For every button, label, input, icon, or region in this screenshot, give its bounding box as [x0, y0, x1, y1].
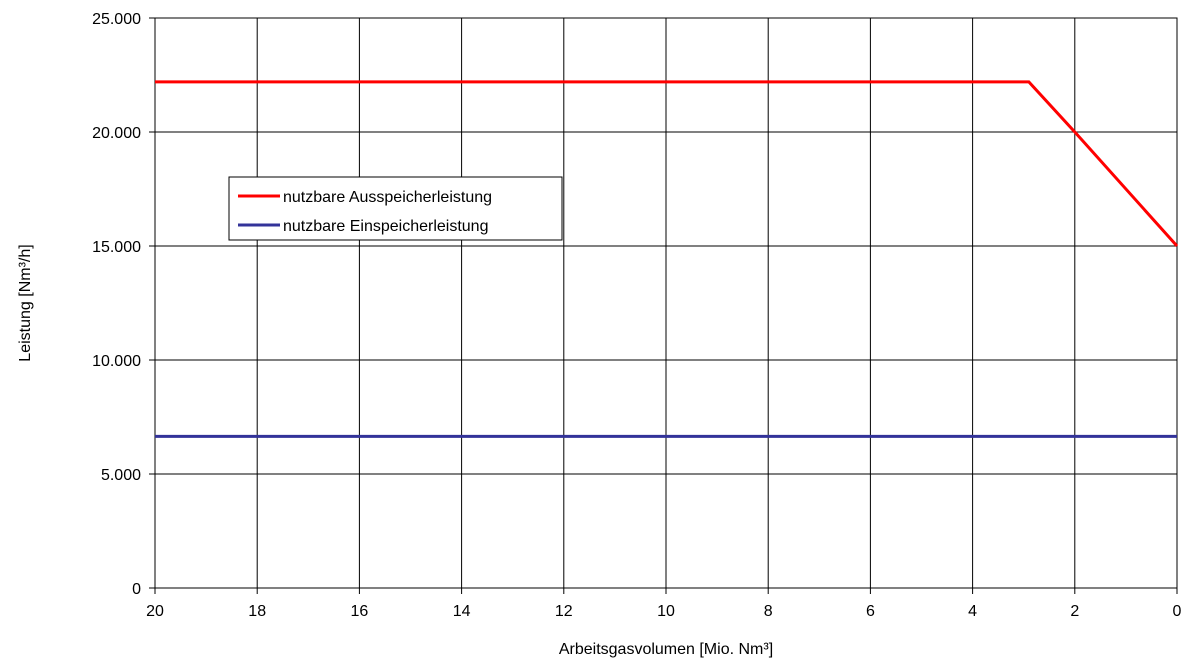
x-tick-label: 4	[968, 603, 977, 620]
y-tick-label: 20.000	[92, 125, 141, 142]
y-tick-label: 10.000	[92, 353, 141, 370]
x-axis: 20 18 16 14 12 10 8 6 4 2 0	[146, 588, 1182, 620]
x-tick-label: 8	[764, 603, 773, 620]
y-axis: 0 5.000 10.000 15.000 20.000 25.000	[92, 11, 155, 598]
x-tick-label: 2	[1070, 603, 1079, 620]
legend: nutzbare Ausspeicherleistung nutzbare Ei…	[228, 176, 563, 241]
x-tick-label: 20	[146, 603, 164, 620]
x-tick-label: 16	[351, 603, 369, 620]
series-line-0	[155, 80, 1179, 248]
y-axis-title: Leistung [Nm³/h]	[17, 244, 34, 361]
x-tick-label: 10	[657, 603, 675, 620]
x-tick-label: 6	[866, 603, 875, 620]
legend-box	[228, 176, 563, 241]
grid	[154, 17, 1178, 589]
x-axis-title: Arbeitsgasvolumen [Mio. Nm³]	[559, 641, 773, 658]
x-tick-label: 18	[248, 603, 266, 620]
legend-label-einspeicherleistung: nutzbare Einspeicherleistung	[283, 218, 488, 235]
y-tick-label: 5.000	[101, 467, 141, 484]
x-tick-label: 0	[1173, 603, 1182, 620]
legend-label-ausspeicherleistung: nutzbare Ausspeicherleistung	[283, 189, 492, 206]
y-tick-label: 15.000	[92, 239, 141, 256]
series-layer	[155, 80, 1179, 438]
x-tick-label: 12	[555, 603, 573, 620]
y-tick-label: 25.000	[92, 11, 141, 28]
x-tick-label: 14	[453, 603, 471, 620]
y-tick-label: 0	[132, 581, 141, 598]
